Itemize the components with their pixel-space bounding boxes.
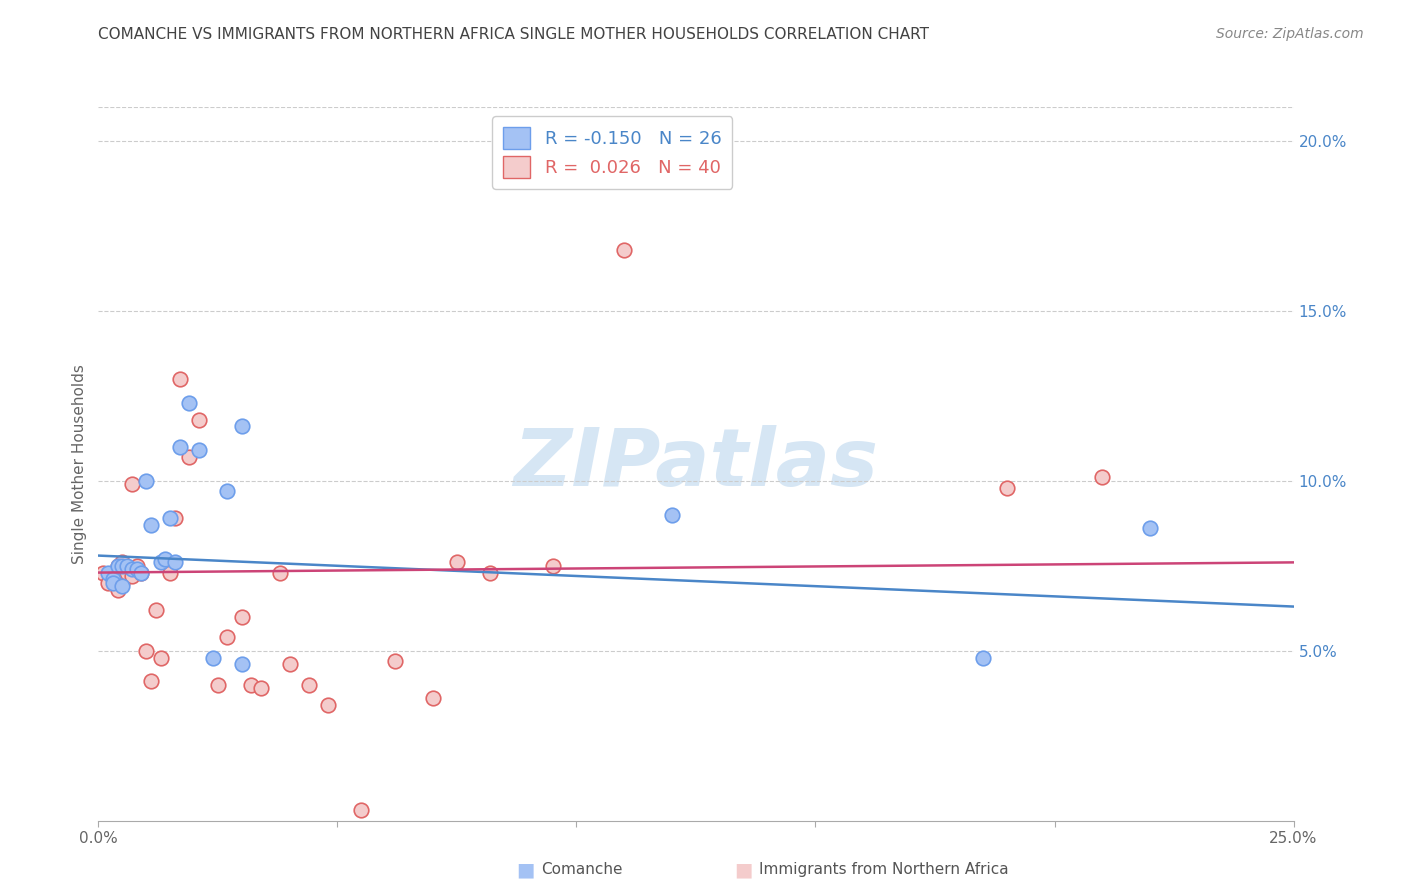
Point bbox=[97, 566, 120, 580]
Point bbox=[422, 691, 444, 706]
Text: ■: ■ bbox=[516, 860, 534, 880]
Text: Source: ZipAtlas.com: Source: ZipAtlas.com bbox=[1216, 27, 1364, 41]
Point bbox=[107, 558, 129, 573]
Point bbox=[179, 395, 201, 409]
Point bbox=[139, 674, 162, 689]
Point bbox=[217, 483, 239, 498]
Point bbox=[972, 650, 994, 665]
Point bbox=[661, 508, 683, 522]
Point bbox=[149, 650, 172, 665]
Point bbox=[384, 654, 406, 668]
Point bbox=[159, 566, 181, 580]
Point bbox=[169, 440, 191, 454]
Point bbox=[111, 558, 134, 573]
Point bbox=[111, 579, 134, 593]
Point bbox=[202, 650, 225, 665]
Point bbox=[115, 566, 138, 580]
Point bbox=[115, 558, 138, 573]
Point bbox=[231, 419, 253, 434]
Point bbox=[149, 555, 172, 569]
Y-axis label: Single Mother Households: Single Mother Households bbox=[72, 364, 87, 564]
Point bbox=[1091, 470, 1114, 484]
Point bbox=[111, 575, 134, 590]
Text: ZIPatlas: ZIPatlas bbox=[513, 425, 879, 503]
Point bbox=[541, 558, 564, 573]
Point bbox=[91, 566, 114, 580]
Point bbox=[145, 603, 167, 617]
Point bbox=[135, 474, 157, 488]
Point bbox=[231, 609, 253, 624]
Text: ■: ■ bbox=[734, 860, 752, 880]
Point bbox=[125, 558, 148, 573]
Point bbox=[217, 630, 239, 644]
Point bbox=[139, 518, 162, 533]
Text: Comanche: Comanche bbox=[541, 863, 623, 877]
Point bbox=[107, 558, 129, 573]
Point bbox=[269, 566, 291, 580]
Point bbox=[101, 569, 124, 583]
Point bbox=[179, 450, 201, 464]
Point bbox=[278, 657, 301, 672]
Point bbox=[187, 412, 209, 426]
Point bbox=[107, 582, 129, 597]
Point bbox=[240, 678, 263, 692]
Point bbox=[159, 511, 181, 525]
Point bbox=[131, 566, 153, 580]
Point bbox=[155, 552, 177, 566]
Point bbox=[101, 575, 124, 590]
Point bbox=[250, 681, 273, 695]
Point bbox=[155, 555, 177, 569]
Point bbox=[101, 573, 124, 587]
Point bbox=[163, 511, 186, 525]
Point bbox=[298, 678, 321, 692]
Point bbox=[995, 481, 1018, 495]
Point bbox=[121, 562, 143, 576]
Text: COMANCHE VS IMMIGRANTS FROM NORTHERN AFRICA SINGLE MOTHER HOUSEHOLDS CORRELATION: COMANCHE VS IMMIGRANTS FROM NORTHERN AFR… bbox=[98, 27, 929, 42]
Point bbox=[163, 555, 186, 569]
Point bbox=[135, 644, 157, 658]
Point bbox=[131, 566, 153, 580]
Point bbox=[350, 804, 373, 818]
Point bbox=[207, 678, 229, 692]
Point bbox=[125, 562, 148, 576]
Point bbox=[316, 698, 339, 712]
Point bbox=[111, 555, 134, 569]
Point bbox=[446, 555, 468, 569]
Point bbox=[479, 566, 502, 580]
Point bbox=[121, 569, 143, 583]
Point bbox=[613, 243, 636, 257]
Legend: R = -0.150   N = 26, R =  0.026   N = 40: R = -0.150 N = 26, R = 0.026 N = 40 bbox=[492, 116, 733, 189]
Point bbox=[1139, 521, 1161, 535]
Point bbox=[97, 575, 120, 590]
Text: Immigrants from Northern Africa: Immigrants from Northern Africa bbox=[759, 863, 1010, 877]
Point bbox=[169, 372, 191, 386]
Point bbox=[187, 443, 209, 458]
Point bbox=[231, 657, 253, 672]
Point bbox=[121, 477, 143, 491]
